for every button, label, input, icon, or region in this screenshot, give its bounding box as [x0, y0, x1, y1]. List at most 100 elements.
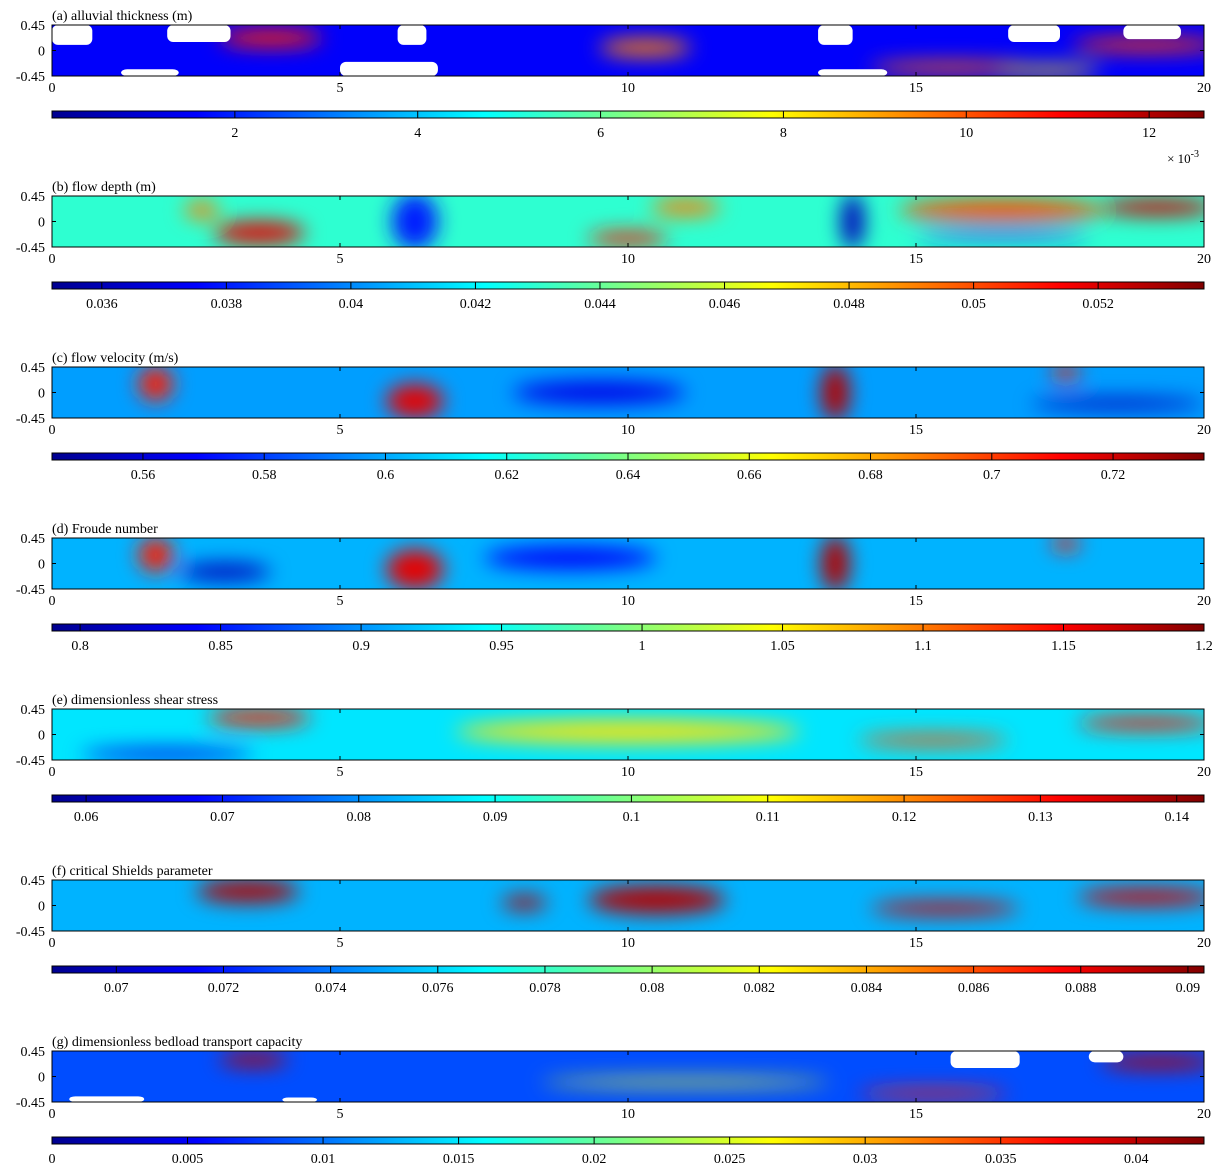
- heatmap-feature: [651, 198, 721, 216]
- x-tick-label: 10: [621, 765, 635, 780]
- colorbar-tick-label: 1.05: [770, 639, 795, 654]
- nodata-region: [950, 1051, 1020, 1068]
- colorbar-tick-label: 4: [414, 126, 421, 141]
- heatmap-feature: [386, 549, 444, 589]
- heatmap-feature: [213, 221, 306, 245]
- y-tick-label: -0.45: [16, 583, 45, 598]
- colorbar-tick-label: 0.12: [892, 810, 917, 825]
- heatmap-feature: [541, 1078, 830, 1087]
- colorbar-tick-label: 0.64: [616, 468, 641, 483]
- colorbar-tick-label: 6: [597, 126, 604, 141]
- colorbar-tick-label: 8: [780, 126, 787, 141]
- x-tick-label: 10: [621, 936, 635, 951]
- colorbar-tick-label: 0.58: [252, 468, 277, 483]
- colorbar-tick-label: 0.08: [346, 810, 371, 825]
- heatmap-feature: [869, 61, 1032, 74]
- colorbar-tick-label: 0.076: [422, 981, 454, 996]
- heatmap-feature: [138, 367, 173, 401]
- nodata-region: [818, 25, 853, 45]
- heatmap-feature: [841, 196, 865, 247]
- colorbar-tick-label: 0.025: [714, 1152, 746, 1167]
- colorbar-tick-label: 0.95: [489, 639, 514, 654]
- colorbar-tick-label: 0.1: [623, 810, 641, 825]
- panel-5: (f) critical Shields parameter 0 5 10 15 20 0.…: [16, 864, 1211, 996]
- heatmap-feature: [1077, 888, 1204, 906]
- colorbar-tick-label: 0: [49, 1152, 56, 1167]
- heatmap-feature: [916, 231, 1089, 240]
- colorbar-tick-label: 0.85: [208, 639, 233, 654]
- panel-title: (a) alluvial thickness (m): [52, 9, 193, 24]
- nodata-region: [121, 69, 179, 76]
- x-tick-label: 5: [337, 1107, 344, 1122]
- colorbar-tick-label: 0.046: [709, 297, 741, 312]
- colorbar-tick-label: 0.7: [983, 468, 1001, 483]
- x-tick-label: 15: [909, 252, 923, 267]
- nodata-region: [1123, 25, 1181, 40]
- x-tick-label: 0: [49, 594, 56, 609]
- x-tick-label: 20: [1197, 765, 1211, 780]
- heatmap: [52, 1051, 1204, 1102]
- x-tick-label: 0: [49, 765, 56, 780]
- y-tick-label: 0.45: [21, 190, 46, 205]
- y-tick-label: -0.45: [16, 1096, 45, 1111]
- x-tick-label: 5: [337, 594, 344, 609]
- heatmap-feature: [587, 885, 726, 914]
- heatmap-feature: [178, 563, 271, 581]
- y-tick-label: 0.45: [21, 1045, 46, 1060]
- colorbar: [51, 110, 1205, 119]
- panel-title: (g) dimensionless bedload transport capa…: [52, 1035, 302, 1050]
- colorbar-tick-label: 0.042: [460, 297, 492, 312]
- colorbar-tick-label: 0.68: [858, 468, 883, 483]
- x-tick-label: 20: [1197, 936, 1211, 951]
- colorbar-tick-label: 0.62: [494, 468, 519, 483]
- x-tick-label: 5: [337, 423, 344, 438]
- colorbar: [51, 623, 1205, 632]
- panel-title: (f) critical Shields parameter: [52, 864, 213, 879]
- colorbar-tick-label: 0.036: [86, 297, 118, 312]
- colorbar: [51, 794, 1205, 803]
- heatmap-feature: [599, 39, 692, 57]
- y-tick-label: 0.45: [21, 532, 46, 547]
- nodata-region: [282, 1097, 317, 1102]
- x-tick-label: 20: [1197, 423, 1211, 438]
- heatmap-feature: [484, 546, 657, 570]
- heatmap-feature: [858, 1088, 1009, 1099]
- y-tick-label: -0.45: [16, 70, 45, 85]
- colorbar-tick-label: 0.05: [961, 297, 986, 312]
- colorbar-tick-label: 0.09: [483, 810, 508, 825]
- y-tick-label: 0: [38, 1071, 45, 1086]
- x-tick-label: 10: [621, 594, 635, 609]
- y-tick-label: 0: [38, 729, 45, 744]
- colorbar-tick-label: 0.015: [443, 1152, 475, 1167]
- x-tick-label: 15: [909, 936, 923, 951]
- y-tick-label: 0: [38, 387, 45, 402]
- colorbar-tick-label: 0.13: [1028, 810, 1053, 825]
- x-tick-label: 5: [337, 936, 344, 951]
- nodata-region: [69, 1096, 145, 1102]
- x-tick-label: 10: [621, 81, 635, 96]
- colorbar-tick-label: 0.06: [74, 810, 99, 825]
- colorbar-tick-label: 0.086: [958, 981, 990, 996]
- colorbar-tick-label: 0.048: [833, 297, 865, 312]
- x-tick-label: 0: [49, 1107, 56, 1122]
- heatmap-feature: [455, 720, 801, 744]
- heatmap-feature: [820, 367, 850, 418]
- y-tick-label: 0: [38, 45, 45, 60]
- x-tick-label: 20: [1197, 1107, 1211, 1122]
- heatmap-feature: [587, 231, 669, 246]
- x-tick-label: 0: [49, 252, 56, 267]
- x-tick-label: 10: [621, 1107, 635, 1122]
- y-tick-label: 0.45: [21, 361, 46, 376]
- colorbar-tick-label: 0.56: [131, 468, 156, 483]
- colorbar-tick-label: 0.044: [584, 297, 616, 312]
- colorbar-tick-label: 0.8: [71, 639, 89, 654]
- colorbar-tick-label: 0.02: [582, 1152, 607, 1167]
- heatmap: [52, 25, 1204, 76]
- panel-2: (c) flow velocity (m/s) 0 5 10 15 20 0.45 0 -0.4…: [16, 351, 1211, 483]
- nodata-region: [167, 25, 231, 42]
- colorbar-tick-label: 0.082: [744, 981, 776, 996]
- heatmap-feature: [820, 538, 850, 589]
- colorbar-tick-label: 0.078: [529, 981, 561, 996]
- x-tick-label: 20: [1197, 81, 1211, 96]
